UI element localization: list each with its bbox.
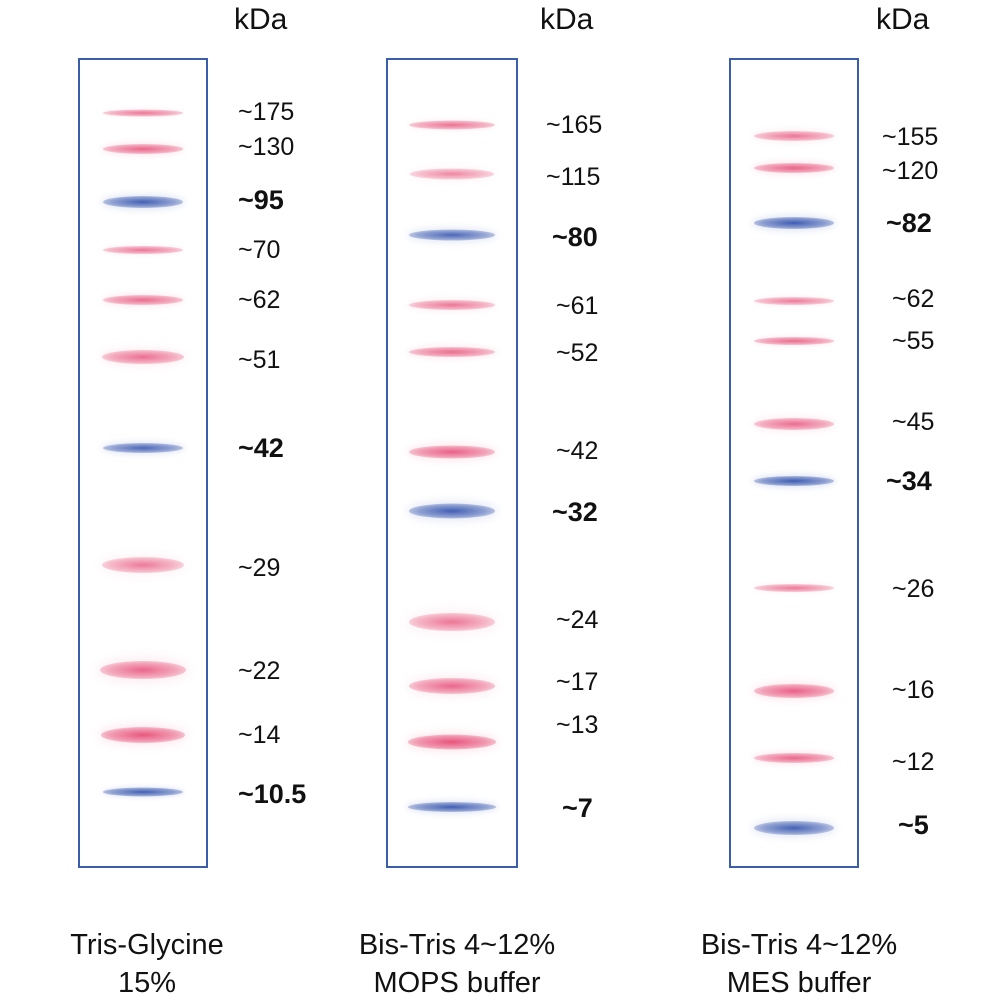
molecular-weight-label: ~130	[238, 133, 295, 161]
protein-band	[409, 347, 495, 357]
molecular-weight-label: ~82	[886, 208, 932, 238]
protein-band	[103, 787, 183, 797]
molecular-weight-label: ~29	[238, 554, 281, 582]
protein-band	[754, 821, 834, 835]
protein-band	[409, 613, 495, 631]
caption-line-1: Bis-Tris 4~12%	[358, 929, 556, 961]
molecular-weight-label: ~70	[238, 236, 281, 264]
molecular-weight-label: ~42	[238, 433, 284, 463]
protein-band	[754, 217, 834, 229]
molecular-weight-label: ~24	[556, 606, 599, 634]
protein-band	[408, 802, 496, 812]
protein-band	[754, 418, 834, 430]
gel-lane	[386, 58, 518, 868]
protein-band	[754, 163, 834, 173]
protein-band	[409, 300, 495, 310]
molecular-weight-label: ~22	[238, 657, 281, 685]
molecular-weight-label: ~165	[546, 111, 603, 139]
unit-label: kDa	[540, 3, 594, 36]
molecular-weight-label: ~14	[238, 721, 281, 749]
protein-band	[103, 196, 183, 208]
molecular-weight-label: ~95	[238, 185, 284, 215]
molecular-weight-label: ~115	[546, 163, 601, 191]
protein-band	[409, 678, 495, 694]
panel-bis-tris-mops: kDa ~165 ~115 ~80 ~61 ~52 ~42 ~32 ~24 ~17 ~13 ~7 B…	[0, 0, 603, 1000]
caption: Tris-Glycine 15%	[0, 926, 297, 1002]
molecular-weight-label: ~45	[892, 408, 935, 436]
caption-line-1: Bis-Tris 4~12%	[700, 929, 898, 961]
gel-lane	[78, 58, 208, 868]
molecular-weight-label: ~55	[892, 327, 935, 355]
molecular-weight-label: ~42	[556, 437, 599, 465]
caption-line-2: MES buffer	[726, 967, 872, 999]
protein-band	[754, 753, 834, 763]
molecular-weight-label: ~34	[886, 466, 932, 496]
panel-tris-glycine: kDa ~175 ~130 ~95 ~70 ~62 ~51 ~42 ~29 ~22 ~14 ~10.…	[0, 0, 330, 1000]
caption-line-1: Tris-Glycine	[70, 929, 224, 961]
protein-band	[754, 476, 834, 486]
protein-band	[102, 557, 184, 573]
gel-lane	[729, 58, 859, 868]
protein-band	[102, 350, 184, 364]
molecular-weight-label: ~62	[238, 286, 281, 314]
protein-band	[754, 684, 834, 698]
protein-band	[101, 727, 185, 743]
molecular-weight-label: ~16	[892, 676, 935, 704]
molecular-weight-label: ~7	[562, 793, 593, 823]
caption: Bis-Tris 4~12% MOPS buffer	[307, 926, 607, 1002]
protein-band	[754, 584, 834, 592]
unit-label: kDa	[234, 3, 288, 36]
protein-band	[103, 295, 183, 305]
unit-label: kDa	[876, 3, 930, 36]
protein-band	[103, 144, 183, 154]
molecular-weight-label: ~51	[238, 346, 281, 374]
protein-band	[754, 131, 834, 141]
molecular-weight-label: ~155	[882, 123, 939, 151]
molecular-weight-label: ~80	[552, 222, 598, 252]
protein-band	[103, 246, 183, 254]
protein-band	[409, 503, 495, 519]
caption-line-2: 15%	[117, 967, 177, 999]
caption: Bis-Tris 4~12% MES buffer	[649, 926, 949, 1002]
molecular-weight-label: ~26	[892, 575, 935, 603]
molecular-weight-label: ~61	[556, 292, 599, 320]
protein-band	[409, 445, 495, 459]
molecular-weight-label: ~32	[552, 497, 598, 527]
caption-line-2: MOPS buffer	[373, 967, 541, 999]
protein-band	[754, 337, 834, 345]
protein-band	[100, 661, 186, 679]
molecular-weight-label: ~13	[556, 711, 599, 739]
panel-bis-tris-mes: kDa ~155 ~120 ~82 ~62 ~55 ~45 ~34 ~26 ~16 ~12 ~5 B…	[0, 0, 939, 1000]
protein-band	[408, 734, 496, 750]
protein-band	[103, 109, 183, 117]
protein-band	[410, 168, 494, 180]
protein-band	[409, 120, 495, 130]
molecular-weight-label: ~10.5	[238, 779, 307, 809]
molecular-weight-label: ~52	[556, 339, 599, 367]
protein-band	[754, 297, 834, 305]
protein-band	[103, 443, 183, 453]
molecular-weight-label: ~62	[892, 285, 935, 313]
molecular-weight-label: ~5	[898, 810, 929, 840]
molecular-weight-label: ~120	[882, 157, 939, 185]
protein-band	[409, 229, 495, 241]
molecular-weight-label: ~17	[556, 668, 599, 696]
molecular-weight-label: ~12	[892, 748, 935, 776]
molecular-weight-label: ~175	[238, 98, 295, 126]
